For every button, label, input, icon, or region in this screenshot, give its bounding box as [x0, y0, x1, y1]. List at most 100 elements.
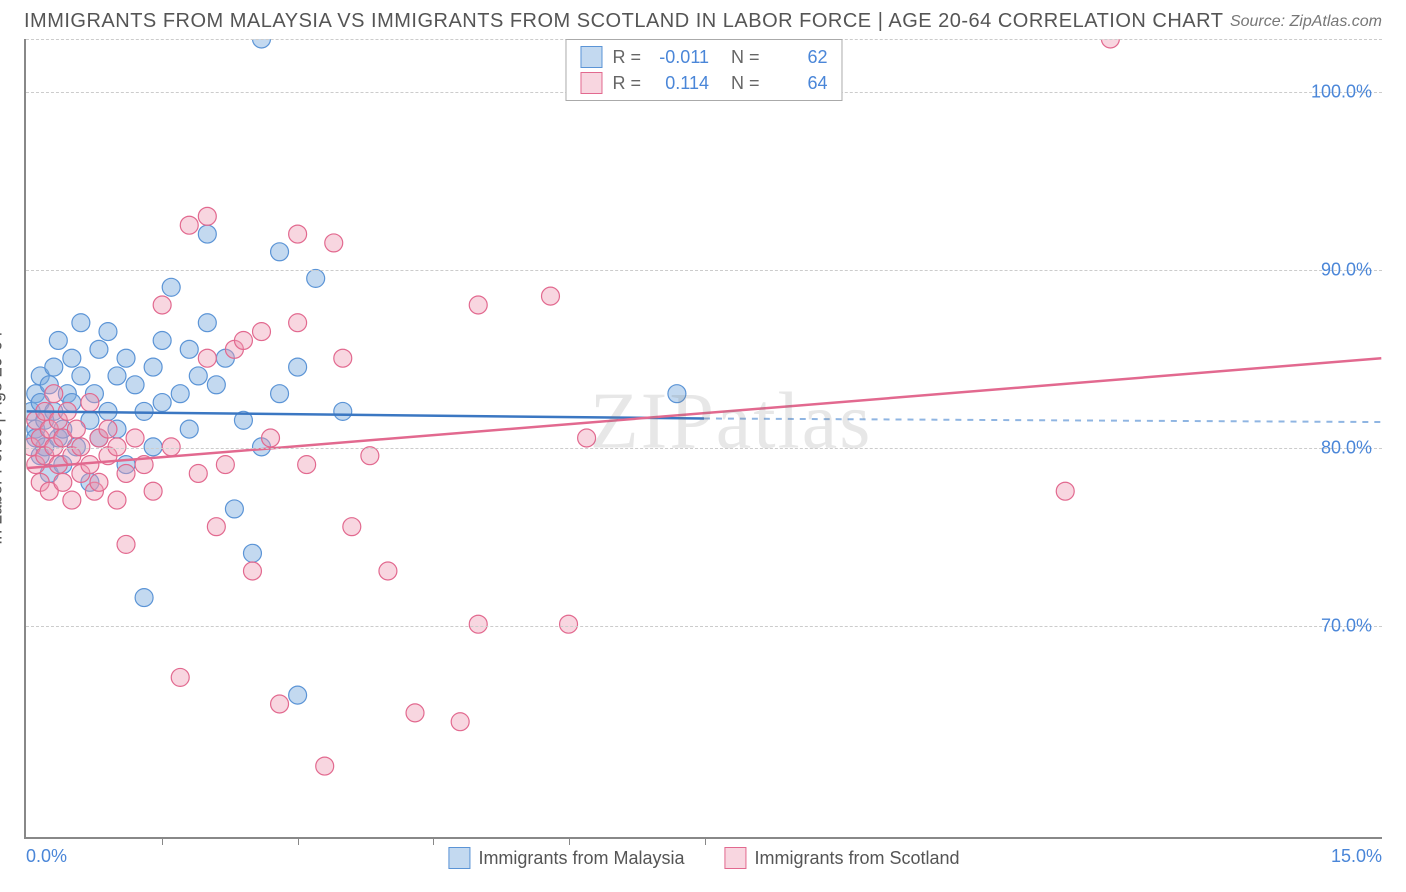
scatter-point	[668, 385, 686, 403]
n-value: 64	[770, 73, 828, 94]
scatter-point	[325, 234, 343, 252]
scatter-point	[271, 385, 289, 403]
y-tick-label: 80.0%	[1321, 437, 1372, 458]
scatter-point	[108, 438, 126, 456]
scatter-point	[117, 464, 135, 482]
scatter-point	[72, 367, 90, 385]
scatter-point	[225, 500, 243, 518]
scatter-point	[343, 518, 361, 536]
legend-swatch	[724, 847, 746, 869]
scatter-point	[180, 420, 198, 438]
scatter-point	[153, 331, 171, 349]
scatter-point	[144, 482, 162, 500]
scatter-point	[469, 296, 487, 314]
scatter-point	[216, 456, 234, 474]
y-tick-label: 70.0%	[1321, 615, 1372, 636]
x-tick	[569, 837, 570, 845]
correlation-row: R =-0.011N =62	[580, 46, 827, 68]
scatter-point	[153, 296, 171, 314]
scatter-point	[63, 349, 81, 367]
scatter-point	[334, 402, 352, 420]
correlation-row: R = 0.114 N = 64	[580, 72, 827, 94]
scatter-point	[198, 314, 216, 332]
bottom-legend: Immigrants from Malaysia Immigrants from …	[448, 847, 959, 869]
scatter-point	[180, 216, 198, 234]
scatter-point	[253, 39, 271, 48]
scatter-point	[207, 518, 225, 536]
scatter-point	[108, 491, 126, 509]
scatter-point	[289, 686, 307, 704]
scatter-point	[135, 589, 153, 607]
scatter-point	[67, 420, 85, 438]
scatter-point	[406, 704, 424, 722]
scatter-point	[90, 473, 108, 491]
scatter-point	[542, 287, 560, 305]
scatter-point	[307, 269, 325, 287]
scatter-point	[99, 323, 117, 341]
scatter-point	[162, 278, 180, 296]
scatter-point	[271, 695, 289, 713]
plot-svg	[26, 39, 1382, 837]
scatter-point	[289, 314, 307, 332]
scatter-point	[54, 473, 72, 491]
legend-label: Immigrants from Malaysia	[478, 848, 684, 869]
scatter-point	[298, 456, 316, 474]
scatter-point	[72, 438, 90, 456]
scatter-point	[49, 331, 67, 349]
scatter-point	[198, 207, 216, 225]
scatter-point	[289, 225, 307, 243]
plot-area: ZIPatlas R =-0.011N =62R =0.114N =64 70.…	[26, 39, 1382, 837]
x-tick	[705, 837, 706, 845]
scatter-point	[99, 420, 117, 438]
legend-swatch	[448, 847, 470, 869]
chart-title: IMMIGRANTS FROM MALAYSIA VS IMMIGRANTS F…	[24, 10, 1223, 33]
scatter-point	[117, 535, 135, 553]
scatter-point	[243, 562, 261, 580]
scatter-point	[171, 385, 189, 403]
r-label: R =	[612, 73, 641, 94]
scatter-point	[162, 438, 180, 456]
chart-container: In Labor Force | Age 20-64 ZIPatlas R =-…	[24, 39, 1382, 839]
scatter-point	[271, 243, 289, 261]
x-tick	[433, 837, 434, 845]
scatter-point	[289, 358, 307, 376]
n-label: N =	[731, 73, 760, 94]
x-axis-min-label: 0.0%	[26, 846, 67, 867]
legend-swatch	[580, 46, 602, 68]
scatter-point	[117, 349, 135, 367]
legend-swatch	[580, 72, 602, 94]
scatter-point	[316, 757, 334, 775]
gridline	[26, 270, 1382, 271]
r-label: R =	[612, 47, 641, 68]
scatter-point	[63, 491, 81, 509]
scatter-point	[144, 438, 162, 456]
scatter-point	[243, 544, 261, 562]
scatter-point	[108, 367, 126, 385]
scatter-point	[334, 349, 352, 367]
n-label: N =	[731, 47, 760, 68]
scatter-point	[144, 358, 162, 376]
y-tick-label: 90.0%	[1321, 260, 1372, 281]
legend-item: Immigrants from Malaysia	[448, 847, 684, 869]
r-value: -0.011	[651, 47, 709, 68]
scatter-point	[253, 323, 271, 341]
r-value: 0.114	[651, 73, 709, 94]
scatter-point	[90, 340, 108, 358]
scatter-point	[451, 713, 469, 731]
scatter-point	[45, 385, 63, 403]
x-tick	[298, 837, 299, 845]
scatter-point	[126, 429, 144, 447]
scatter-point	[1101, 39, 1119, 48]
scatter-point	[361, 447, 379, 465]
regression-line	[27, 411, 704, 418]
scatter-point	[560, 615, 578, 633]
scatter-point	[126, 376, 144, 394]
scatter-point	[189, 367, 207, 385]
scatter-point	[262, 429, 280, 447]
legend-item: Immigrants from Scotland	[724, 847, 959, 869]
scatter-point	[198, 225, 216, 243]
scatter-point	[198, 349, 216, 367]
y-tick-label: 100.0%	[1311, 82, 1372, 103]
regression-extension	[704, 418, 1381, 422]
scatter-point	[1056, 482, 1074, 500]
